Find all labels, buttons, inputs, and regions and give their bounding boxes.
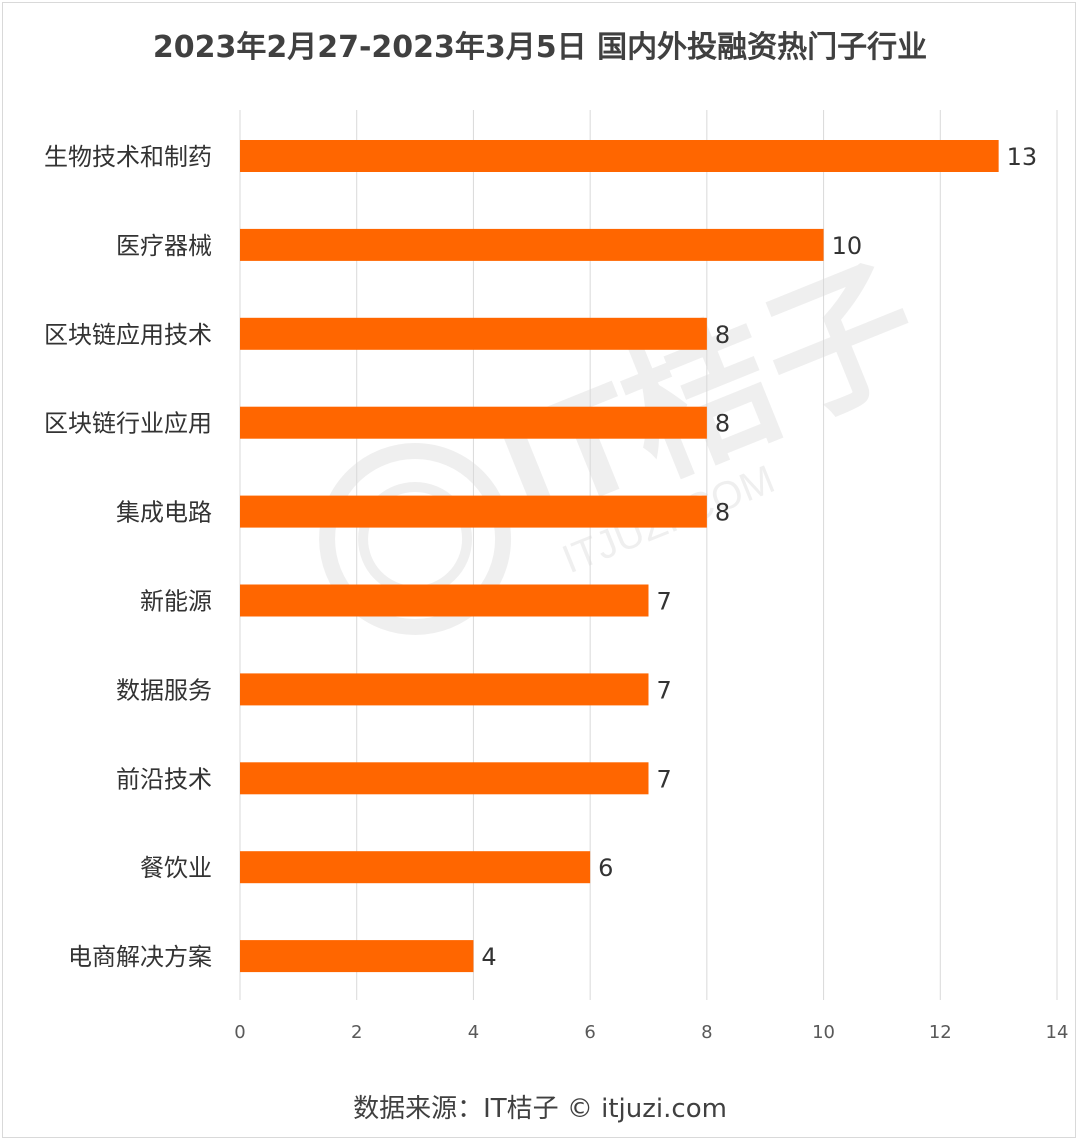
- data-label: 13: [1007, 143, 1038, 171]
- data-label: 8: [715, 410, 730, 438]
- bar: [240, 851, 591, 884]
- bar: [240, 495, 707, 528]
- category-label: 生物技术和制药: [44, 143, 212, 171]
- category-label: 集成电路: [116, 499, 212, 527]
- chart-title: 2023年2月27-2023年3月5日 国内外投融资热门子行业: [152, 30, 928, 65]
- bar: [240, 406, 707, 439]
- category-label: 前沿技术: [116, 765, 212, 793]
- data-label: 4: [481, 943, 496, 971]
- x-tick-label: 2: [351, 1022, 362, 1043]
- x-tick-label: 14: [1046, 1022, 1069, 1043]
- x-tick-label: 8: [701, 1022, 712, 1043]
- data-label: 7: [657, 676, 672, 704]
- data-label: 8: [715, 321, 730, 349]
- data-label: 7: [657, 588, 672, 616]
- x-tick-label: 12: [929, 1022, 952, 1043]
- bar: [240, 584, 649, 617]
- data-label: 8: [715, 499, 730, 527]
- bar: [240, 673, 649, 706]
- category-label: 区块链行业应用: [44, 410, 212, 438]
- category-label: 区块链应用技术: [44, 321, 212, 349]
- bar: [240, 940, 474, 973]
- bar: [240, 140, 999, 172]
- x-tick-label: 0: [234, 1022, 245, 1043]
- bar: [240, 228, 824, 261]
- data-label: 10: [832, 232, 863, 260]
- bar: [240, 317, 707, 350]
- source-footer: 数据来源：IT桔子 © itjuzi.com: [353, 1094, 727, 1124]
- category-label: 数据服务: [116, 676, 212, 704]
- x-tick-label: 10: [812, 1022, 835, 1043]
- data-label: 6: [598, 854, 613, 882]
- x-tick-label: 6: [584, 1022, 595, 1043]
- category-label: 新能源: [140, 588, 212, 616]
- category-label: 医疗器械: [116, 232, 212, 260]
- bar: [240, 762, 649, 795]
- x-tick-label: 4: [468, 1022, 479, 1043]
- data-label: 7: [657, 765, 672, 793]
- category-label: 电商解决方案: [68, 943, 212, 971]
- category-label: 餐饮业: [140, 854, 212, 882]
